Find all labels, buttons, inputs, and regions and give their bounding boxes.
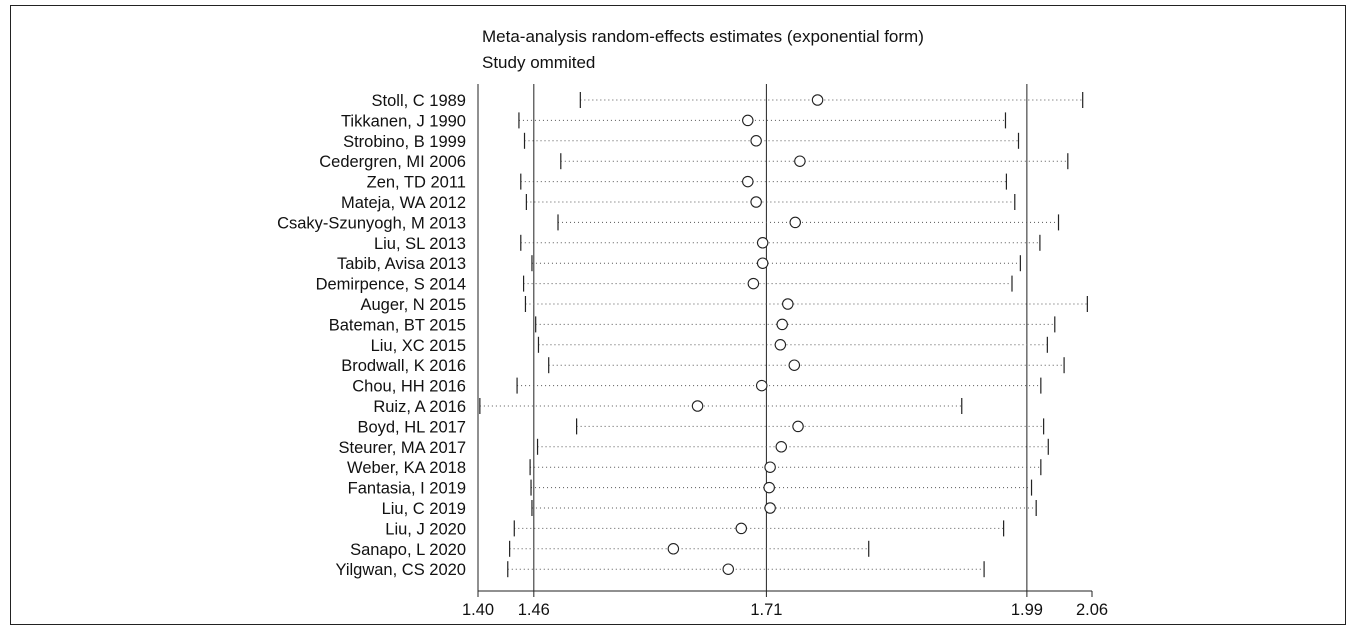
study-label: Demirpence, S 2014	[316, 276, 466, 294]
estimate-point	[691, 400, 704, 412]
study-row: Yilgwan, CS 2020	[335, 561, 985, 579]
study-row: Chou, HH 2016	[352, 377, 1042, 396]
study-label: Cedergren, MI 2006	[319, 153, 466, 171]
study-row: Liu, J 2020	[385, 520, 1005, 538]
estimate-point	[742, 175, 754, 188]
x-tick-label: 1.40	[462, 601, 494, 619]
study-label: Tikkanen, J 1990	[341, 112, 466, 130]
estimate-point	[667, 543, 680, 555]
study-rows: Stoll, C 1989 Tikkanen, J 1990 Strobino, B…	[277, 92, 1088, 579]
study-row: Liu, C 2019	[382, 500, 1037, 518]
estimate-point	[774, 339, 787, 351]
estimate-point	[788, 359, 801, 371]
study-label: Tabib, Avisa 2013	[337, 255, 466, 273]
study-label: Csaky-Szunyogh, M 2013	[277, 214, 466, 232]
study-row: Mateja, WA 2012	[341, 194, 1016, 212]
study-row: Strobino, B 1999	[343, 132, 1020, 151]
study-row: Fantasia, I 2019	[348, 479, 1033, 498]
estimate-point	[750, 196, 762, 208]
estimate-point	[782, 298, 794, 310]
study-label: Liu, C 2019	[382, 500, 466, 518]
estimate-point	[789, 216, 801, 229]
study-label: Ruiz, A 2016	[373, 398, 466, 416]
study-label: Liu, SL 2013	[374, 235, 466, 253]
estimate-point	[811, 94, 824, 106]
estimate-point	[763, 481, 775, 494]
study-label: Liu, J 2020	[385, 520, 466, 538]
study-label: Brodwall, K 2016	[341, 357, 466, 375]
estimate-point	[794, 155, 806, 167]
study-row: Boyd, HL 2017	[357, 418, 1045, 436]
estimate-point	[747, 277, 760, 290]
estimate-point	[755, 379, 768, 392]
estimate-point	[756, 257, 769, 269]
study-row: Steurer, MA 2017	[339, 438, 1049, 457]
study-label: Auger, N 2015	[361, 296, 467, 314]
estimate-point	[722, 563, 735, 575]
estimate-point	[775, 441, 788, 453]
x-tick-label: 1.71	[750, 601, 782, 619]
study-label: Sanapo, L 2020	[350, 541, 466, 559]
study-label: Steurer, MA 2017	[339, 439, 467, 457]
estimate-point	[742, 114, 754, 127]
study-label: Stoll, C 1989	[372, 92, 466, 110]
study-label: Boyd, HL 2017	[357, 418, 466, 436]
study-label: Liu, XC 2015	[371, 337, 466, 355]
estimate-point	[792, 420, 804, 433]
study-label: Chou, HH 2016	[352, 378, 466, 396]
estimate-point	[776, 318, 788, 331]
chart-subtitle: Study ommited	[482, 53, 595, 72]
chart-title: Meta-analysis random-effects estimates (…	[482, 27, 924, 46]
study-row: Cedergren, MI 2006	[319, 153, 1069, 171]
estimate-point	[756, 237, 769, 249]
study-label: Mateja, WA 2012	[341, 194, 466, 212]
study-row: Liu, SL 2013	[374, 234, 1041, 253]
study-label: Bateman, BT 2015	[329, 316, 466, 334]
study-row: Tikkanen, J 1990	[341, 112, 1007, 130]
x-axis-ticks: 1.40 1.46 1.71 1.99 2.06	[462, 591, 1108, 619]
x-tick-label: 2.06	[1076, 601, 1108, 619]
study-label: Yilgwan, CS 2020	[335, 561, 466, 579]
study-row: Brodwall, K 2016	[341, 357, 1065, 375]
study-label: Zen, TD 2011	[367, 174, 466, 192]
x-tick-label: 1.46	[518, 601, 550, 619]
x-tick-label: 1.99	[1011, 601, 1043, 619]
study-label: Weber, KA 2018	[347, 459, 466, 477]
study-row: Liu, XC 2015	[371, 336, 1048, 355]
study-row: Stoll, C 1989	[372, 92, 1084, 110]
study-row: Auger, N 2015	[361, 296, 1088, 314]
study-label: Strobino, B 1999	[343, 133, 466, 151]
study-row: Csaky-Szunyogh, M 2013	[277, 214, 1060, 232]
estimate-point	[750, 135, 762, 147]
estimate-point	[764, 502, 776, 514]
study-row: Tabib, Avisa 2013	[337, 255, 1021, 273]
study-row: Zen, TD 2011	[367, 173, 1008, 192]
figure-frame	[10, 5, 1346, 625]
study-row: Sanapo, L 2020	[350, 540, 870, 559]
study-row: Demirpence, S 2014	[316, 275, 1013, 294]
study-row: Bateman, BT 2015	[329, 316, 1056, 334]
study-row: Ruiz, A 2016	[373, 398, 963, 416]
study-row: Weber, KA 2018	[347, 459, 1042, 477]
estimate-point	[764, 461, 776, 473]
study-label: Fantasia, I 2019	[348, 480, 466, 498]
estimate-point	[735, 522, 748, 535]
